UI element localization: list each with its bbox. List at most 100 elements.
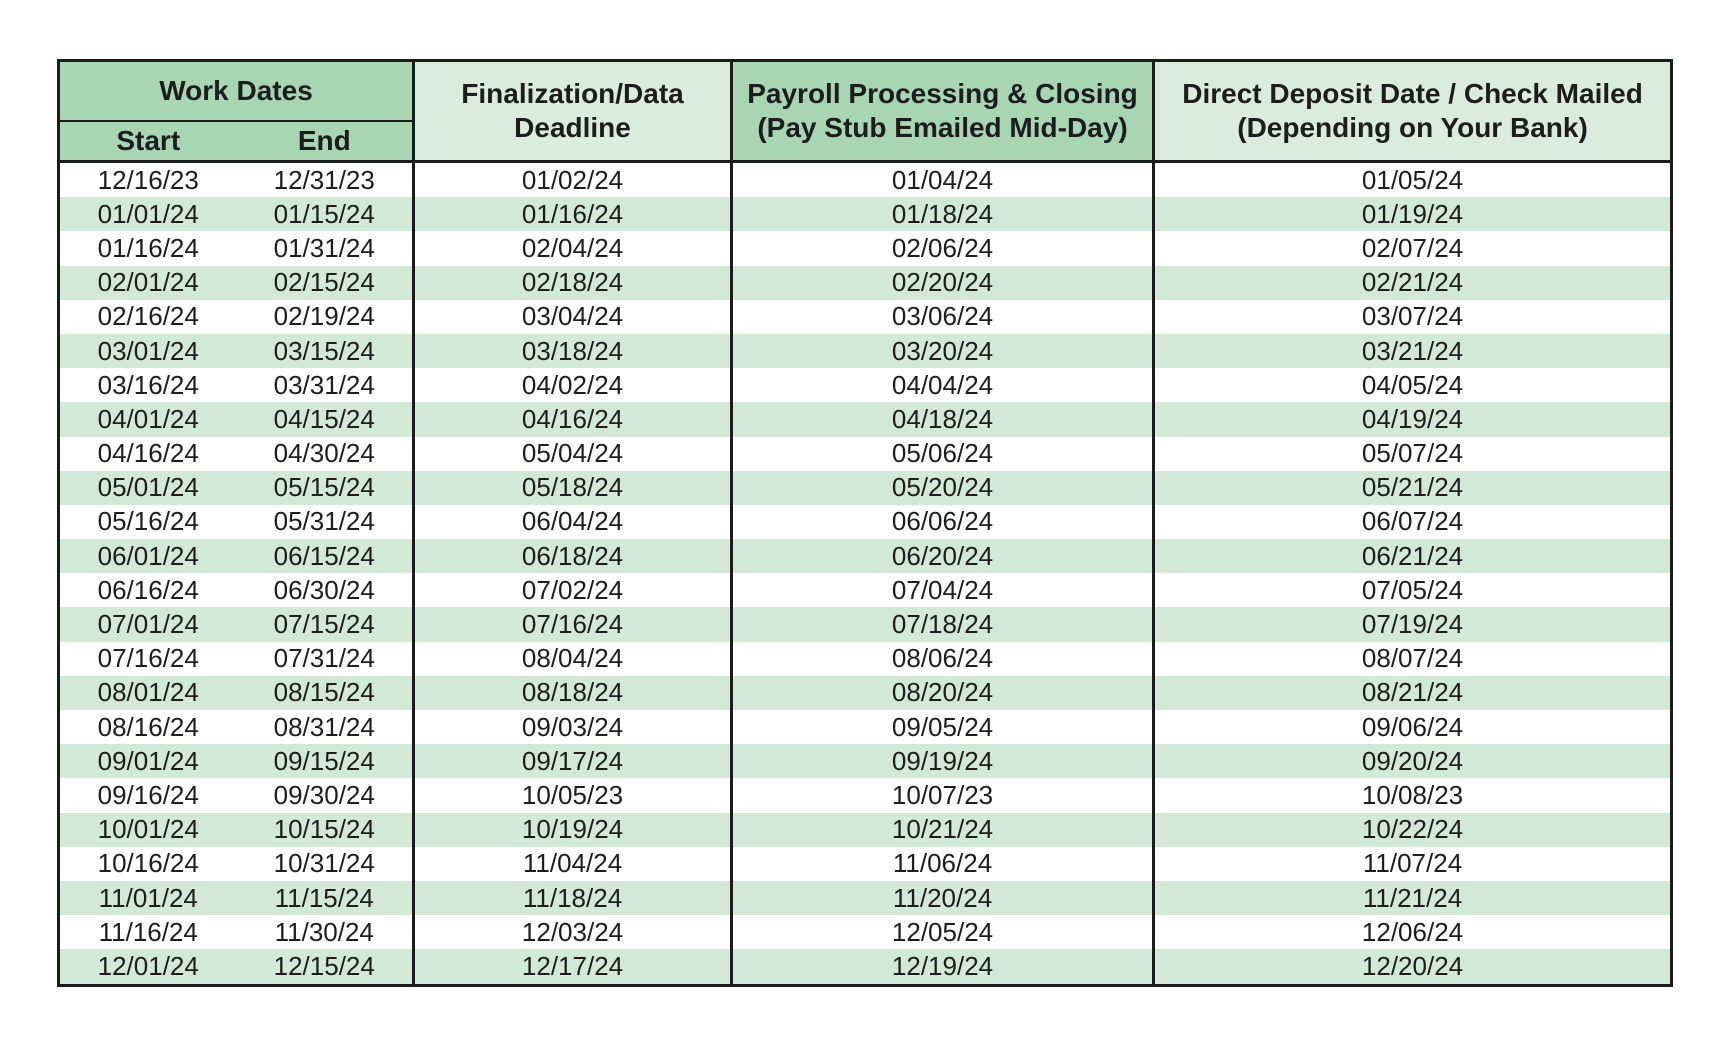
table-row: 02/16/24 02/19/24 03/04/24 03/06/24 03/07/24 — [58, 299, 1672, 334]
cell-direct-deposit: 08/21/24 — [1361, 677, 1464, 708]
table-row: 11/01/24 11/15/24 11/18/24 11/20/24 11/21/24 — [58, 880, 1672, 916]
cell-work-start: 01/01/24 — [97, 198, 199, 229]
table-row: 10/16/24 10/31/24 11/04/24 11/06/24 11/07/24 — [58, 846, 1672, 881]
cell-finalization-deadline: 03/04/24 — [413, 299, 734, 334]
table-row: 07/01/24 07/15/24 07/16/24 07/18/24 07/19/24 — [58, 607, 1672, 642]
table-row: 08/16/24 08/31/24 09/03/24 09/05/24 09/06/24 — [58, 710, 1672, 745]
table-row: 06/01/24 06/15/24 06/18/24 06/20/24 06/21/24 — [58, 539, 1672, 574]
header-finalization-deadline: Finalization/Data Deadline — [413, 60, 734, 163]
cell-work-start: 11/16/24 — [98, 916, 198, 947]
table-body: 12/16/23 12/31/23 01/02/24 01/04/24 01/05/24… — [58, 161, 1672, 985]
cell-finalization-deadline: 10/05/23 — [413, 778, 734, 813]
cell-payroll-processing: 03/06/24 — [731, 299, 1156, 334]
cell-work-start: 02/16/24 — [97, 301, 199, 332]
cell-payroll-processing: 06/06/24 — [731, 504, 1156, 540]
cell-work-end: 12/31/23 — [236, 161, 416, 198]
cell-finalization-deadline: 07/16/24 — [413, 607, 734, 642]
cell-work-end: 11/15/24 — [236, 880, 416, 916]
cell-payroll-processing: 02/06/24 — [731, 231, 1156, 266]
table-row: 12/01/24 12/15/24 12/17/24 12/19/24 12/20/24 — [58, 949, 1672, 985]
cell-finalization-deadline: 04/02/24 — [413, 368, 734, 403]
cell-work-start: 06/01/24 — [97, 540, 199, 571]
cell-work-end: 10/15/24 — [236, 812, 416, 847]
cell-finalization-deadline: 08/18/24 — [413, 675, 734, 710]
cell-work-start: 08/16/24 — [97, 711, 199, 742]
table-row: 01/01/24 01/15/24 01/16/24 01/18/24 01/19/24 — [58, 197, 1672, 232]
cell-work-end: 10/31/24 — [236, 846, 416, 881]
cell-work-end: 11/30/24 — [236, 915, 416, 950]
cell-finalization-deadline: 02/04/24 — [413, 231, 734, 266]
cell-work-end: 06/15/24 — [236, 539, 416, 574]
cell-payroll-processing: 10/21/24 — [731, 812, 1156, 847]
table-row: 09/01/24 09/15/24 09/17/24 09/19/24 09/20/24 — [58, 744, 1672, 779]
cell-payroll-processing: 12/05/24 — [731, 915, 1156, 950]
cell-payroll-processing: 06/20/24 — [731, 539, 1156, 574]
cell-work-end: 03/31/24 — [236, 368, 416, 403]
cell-payroll-processing: 04/18/24 — [731, 402, 1156, 437]
cell-finalization-deadline: 10/19/24 — [413, 812, 734, 847]
cell-payroll-processing: 11/20/24 — [731, 880, 1156, 916]
cell-finalization-deadline: 12/17/24 — [413, 949, 734, 985]
cell-work-start: 04/01/24 — [97, 403, 199, 434]
cell-work-end: 08/15/24 — [236, 675, 416, 710]
cell-work-start: 04/16/24 — [97, 438, 199, 469]
cell-work-start: 10/16/24 — [97, 848, 199, 879]
table-row: 04/01/24 04/15/24 04/16/24 04/18/24 04/19/24 — [58, 402, 1672, 437]
cell-direct-deposit: 11/21/24 — [1362, 882, 1463, 913]
table-row: 03/01/24 03/15/24 03/18/24 03/20/24 03/21/24 — [58, 333, 1672, 369]
cell-work-start: 12/01/24 — [97, 950, 199, 981]
cell-work-start: 07/01/24 — [97, 609, 199, 640]
cell-payroll-processing: 11/06/24 — [731, 846, 1156, 881]
cell-payroll-processing: 03/20/24 — [731, 333, 1156, 369]
cell-work-start: 02/01/24 — [97, 267, 199, 298]
cell-direct-deposit: 05/21/24 — [1361, 472, 1464, 503]
cell-finalization-deadline: 11/04/24 — [413, 846, 734, 881]
cell-direct-deposit: 04/05/24 — [1361, 369, 1464, 400]
cell-direct-deposit: 09/06/24 — [1361, 711, 1464, 742]
cell-payroll-processing: 09/05/24 — [731, 710, 1156, 745]
cell-payroll-processing: 12/19/24 — [731, 949, 1156, 985]
cell-finalization-deadline: 12/03/24 — [413, 915, 734, 950]
table-row: 06/16/24 06/30/24 07/02/24 07/04/24 07/05/24 — [58, 573, 1672, 608]
cell-work-end: 04/15/24 — [236, 402, 416, 437]
cell-payroll-processing: 02/20/24 — [731, 265, 1156, 300]
cell-work-end: 12/15/24 — [236, 949, 416, 985]
cell-direct-deposit: 08/07/24 — [1361, 643, 1464, 674]
header-start: Start — [58, 121, 237, 163]
table-row: 04/16/24 04/30/24 05/04/24 05/06/24 05/07/24 — [58, 436, 1672, 471]
cell-work-end: 05/15/24 — [236, 470, 416, 505]
cell-work-start: 05/01/24 — [97, 472, 199, 503]
cell-work-end: 03/15/24 — [236, 333, 416, 369]
table-row: 08/01/24 08/15/24 08/18/24 08/20/24 08/21/24 — [58, 675, 1672, 710]
table-header: Work Dates Finalization/Data Deadline Pa… — [58, 60, 1674, 163]
cell-direct-deposit: 02/07/24 — [1361, 232, 1464, 263]
cell-payroll-processing: 08/20/24 — [731, 675, 1156, 710]
cell-payroll-processing: 07/18/24 — [731, 607, 1156, 642]
cell-payroll-processing: 05/20/24 — [731, 470, 1156, 505]
table-row: 05/16/24 05/31/24 06/04/24 06/06/24 06/07/24 — [58, 504, 1672, 540]
table-row: 09/16/24 09/30/24 10/05/23 10/07/23 10/08/23 — [58, 778, 1672, 813]
table-row: 03/16/24 03/31/24 04/02/24 04/04/24 04/05/24 — [58, 368, 1672, 403]
cell-work-end: 01/15/24 — [236, 197, 416, 232]
payroll-schedule-table: Work Dates Finalization/Data Deadline Pa… — [57, 59, 1674, 987]
header-payroll-processing: Payroll Processing & Closing (Pay Stub E… — [731, 60, 1156, 163]
cell-work-end: 02/19/24 — [236, 299, 416, 334]
cell-direct-deposit: 09/20/24 — [1361, 745, 1464, 776]
cell-payroll-processing: 08/06/24 — [731, 641, 1156, 676]
cell-direct-deposit: 07/05/24 — [1361, 574, 1464, 605]
cell-work-end: 07/15/24 — [236, 607, 416, 642]
header-end: End — [236, 121, 416, 163]
cell-payroll-processing: 01/18/24 — [731, 197, 1156, 232]
cell-work-start: 08/01/24 — [97, 677, 199, 708]
cell-direct-deposit: 01/19/24 — [1361, 198, 1464, 229]
cell-work-end: 09/15/24 — [236, 744, 416, 779]
cell-finalization-deadline: 04/16/24 — [413, 402, 734, 437]
cell-direct-deposit: 03/07/24 — [1361, 301, 1464, 332]
cell-work-start: 11/01/24 — [98, 882, 198, 913]
header-work-dates: Work Dates — [58, 60, 416, 122]
cell-work-end: 09/30/24 — [236, 778, 416, 813]
cell-direct-deposit: 06/21/24 — [1361, 540, 1464, 571]
cell-work-end: 08/31/24 — [236, 710, 416, 745]
cell-work-end: 05/31/24 — [236, 504, 416, 540]
table-row: 12/16/23 12/31/23 01/02/24 01/04/24 01/05/24 — [58, 161, 1672, 198]
